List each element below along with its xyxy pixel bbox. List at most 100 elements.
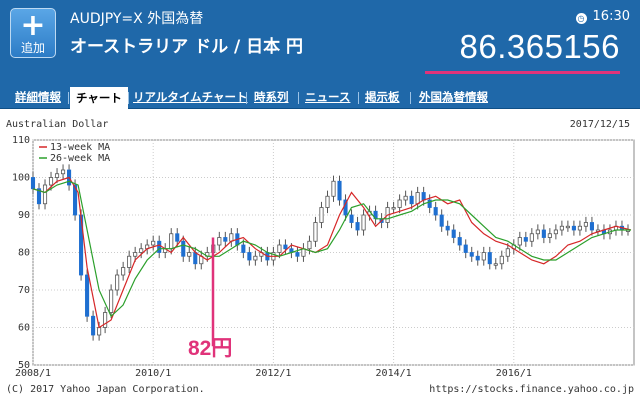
candle-body	[541, 229, 546, 238]
y-tick-label: 80	[18, 248, 30, 259]
y-tick-label: 70	[18, 285, 30, 296]
candle-body	[127, 255, 132, 268]
candle-body	[493, 263, 498, 266]
ticker-symbol: AUDJPY=X 外国為替	[70, 11, 204, 27]
tab-separator	[68, 92, 69, 104]
candle-body	[439, 214, 444, 227]
candle-body	[307, 240, 312, 250]
candle-body	[577, 225, 582, 231]
x-tick-label: 2012/1	[255, 368, 291, 379]
candle-body	[223, 237, 228, 242]
candle-body	[565, 225, 570, 229]
candle-body	[253, 255, 258, 261]
candle-body	[349, 214, 354, 223]
chart-date: 2017/12/15	[569, 119, 630, 130]
candle-body	[463, 244, 468, 253]
candle-body	[559, 225, 564, 231]
ma-line-13-week-ma	[32, 176, 632, 329]
candle-body	[415, 192, 420, 205]
candle-body	[42, 184, 48, 205]
candle-body	[475, 255, 480, 261]
candles	[30, 164, 631, 341]
candle-body	[295, 252, 300, 257]
candle-body	[523, 237, 528, 242]
candle-body	[121, 267, 126, 276]
tab-history[interactable]: 時系列	[254, 90, 289, 104]
candle-body	[505, 248, 510, 257]
candle-body	[469, 252, 474, 257]
candle-body	[517, 237, 522, 246]
candle-body	[133, 252, 138, 257]
candle-body	[319, 207, 324, 223]
candle-body	[36, 188, 42, 205]
tab-forex-info[interactable]: 外国為替情報	[419, 90, 488, 104]
annotation-label: 82円	[188, 337, 233, 360]
candle-body	[535, 229, 540, 235]
y-tick-label: 90	[18, 210, 30, 221]
current-price: 86.365156	[459, 28, 620, 65]
x-tick-label: 2016/1	[496, 368, 532, 379]
candle-body	[451, 229, 456, 238]
candle-body	[427, 199, 432, 208]
chart-title: Australian Dollar	[6, 119, 109, 130]
add-watchlist-button[interactable]: + 追加	[10, 8, 56, 58]
tab-bar: 詳細情報 チャート リアルタイムチャート 時系列 ニュース 掲示板 外国為替情報	[0, 86, 640, 109]
clock-icon: ◷	[575, 13, 587, 24]
candle-body	[331, 180, 336, 197]
candle-body	[553, 229, 558, 235]
candle-body	[73, 184, 78, 216]
candle-body	[325, 195, 330, 208]
candle-body	[175, 233, 180, 242]
candle-body	[151, 240, 156, 246]
price-highlight-underline	[425, 71, 620, 74]
y-tick-label: 60	[18, 323, 30, 334]
moving-average-lines	[32, 176, 632, 329]
tab-realtime-chart[interactable]: リアルタイムチャート	[133, 90, 248, 104]
candle-body	[445, 225, 450, 231]
candle-body	[457, 237, 462, 246]
x-tick-label: 2008/1	[15, 368, 51, 379]
tab-separator	[358, 92, 359, 104]
candle-body	[409, 195, 414, 205]
candle-body	[499, 255, 504, 265]
candle-body	[139, 248, 144, 253]
source-url: https://stocks.finance.yahoo.co.jp	[429, 384, 634, 395]
candle-body	[48, 177, 54, 186]
tab-separator	[128, 92, 129, 104]
candle-body	[217, 237, 222, 246]
y-tick-label: 110	[12, 135, 30, 146]
candle-body	[30, 177, 36, 190]
candle-body	[91, 315, 96, 336]
y-tick-label: 100	[12, 173, 30, 184]
app-header: + 追加 AUDJPY=X 外国為替 オーストラリア ドル / 日本 円 ◷ 16…	[0, 0, 640, 86]
tab-chart[interactable]: チャート	[70, 87, 128, 109]
candle-body	[397, 199, 402, 208]
x-tick-label: 2014/1	[376, 368, 412, 379]
candle-body	[229, 233, 234, 242]
candle-body	[571, 225, 576, 231]
candle-body	[529, 233, 534, 242]
candle-body	[157, 240, 162, 253]
candle-body	[109, 289, 114, 313]
candle-body	[547, 233, 552, 238]
candle-body	[241, 244, 246, 253]
candle-body	[60, 169, 66, 175]
chart-panel	[0, 110, 640, 402]
candle-body	[361, 214, 366, 231]
legend-label: 26-week MA	[50, 153, 110, 164]
tab-news[interactable]: ニュース	[305, 90, 351, 104]
tab-details[interactable]: 詳細情報	[15, 90, 61, 104]
update-time: ◷ 16:30	[575, 9, 630, 24]
candle-body	[283, 244, 288, 250]
candle-body	[85, 274, 90, 317]
candle-body	[355, 222, 360, 231]
copyright-text: (C) 2017 Yahoo Japan Corporation.	[6, 384, 205, 395]
tab-separator	[298, 92, 299, 104]
candle-body	[103, 312, 108, 328]
tab-board[interactable]: 掲示板	[365, 90, 400, 104]
candle-body	[403, 195, 408, 201]
candle-body	[421, 192, 426, 201]
candle-body	[277, 244, 282, 253]
